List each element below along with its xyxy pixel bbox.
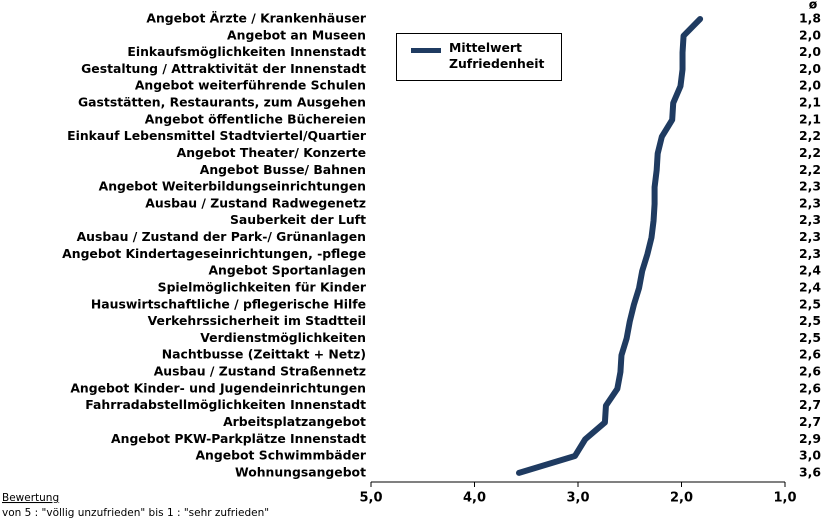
x-tick-label: 1,0 [773,491,796,506]
category-label: Wohnungsangebot [235,464,366,479]
category-label: Angebot PKW-Parkplätze Innenstadt [111,431,366,446]
value-label: 2,1 [799,111,821,126]
category-label: Sauberkeit der Luft [230,212,366,227]
value-label: 2,0 [799,44,821,59]
value-label: 2,2 [799,162,821,177]
category-label: Angebot Kinder- und Jugendeinrichtungen [70,380,366,395]
category-label: Arbeitsplatzangebot [223,414,366,429]
value-column-header: ø [809,0,818,12]
value-label: 3,6 [799,464,821,479]
category-label: Ausbau / Zustand Straßennetz [154,364,366,379]
category-label: Spielmöglichkeiten für Kinder [158,279,367,294]
category-label: Verdienstmöglichkeiten [200,330,366,345]
value-label: 2,1 [799,95,821,110]
category-label: Ausbau / Zustand der Park-/ Grünanlagen [77,229,366,244]
category-label: Angebot Schwimmbäder [195,448,366,463]
legend: Mittelwert Zufriedenheit [396,33,562,81]
value-label: 2,5 [799,330,821,345]
value-label: 2,3 [799,195,821,210]
value-label: 2,0 [799,27,821,42]
x-tick-label: 3,0 [566,491,589,506]
value-label: 2,2 [799,145,821,160]
x-tick-label: 5,0 [359,491,382,506]
value-label: 2,3 [799,246,821,261]
category-label: Einkauf Lebensmittel Stadtviertel/Quarti… [67,128,367,143]
value-label: 2,4 [799,279,821,294]
value-label: 2,6 [799,380,821,395]
category-label: Angebot an Museen [227,27,366,42]
category-label: Angebot weiterführende Schulen [135,78,366,93]
value-label: 2,3 [799,229,821,244]
category-label: Gestaltung / Attraktivität der Innenstad… [81,61,366,76]
category-label: Angebot Kindertageseinrichtungen, -pfleg… [62,246,366,261]
category-label: Angebot öffentliche Büchereien [145,111,366,126]
category-label: Hauswirtschaftliche / pflegerische Hilfe [91,296,366,311]
value-label: 2,7 [799,414,821,429]
value-label: 2,9 [799,431,821,446]
category-label: Angebot Theater/ Konzerte [177,145,366,160]
value-label: 2,0 [799,61,821,76]
x-tick-label: 2,0 [670,491,693,506]
category-label: Verkehrssicherheit im Stadtteil [148,313,366,328]
category-label: Angebot Busse/ Bahnen [200,162,366,177]
x-tick-label: 4,0 [463,491,486,506]
category-label: Angebot Ärzte / Krankenhäuser [146,11,367,26]
footnote: von 5 : "völlig unzufrieden" bis 1 : "se… [2,507,269,519]
category-label: Fahrradabstellmöglichkeiten Innenstadt [85,397,366,412]
category-label: Einkaufsmöglichkeiten Innenstadt [127,44,366,59]
value-label: 2,7 [799,397,821,412]
value-label: 2,0 [799,78,821,93]
category-label: Angebot Weiterbildungseinrichtungen [99,179,366,194]
category-label: Angebot Sportanlagen [208,263,366,278]
value-label: 2,5 [799,313,821,328]
value-label: 2,6 [799,364,821,379]
value-label: 2,4 [799,263,821,278]
legend-label: Mittelwert Zufriedenheit [449,40,545,71]
category-label: Ausbau / Zustand Radwegenetz [145,195,366,210]
value-label: 2,3 [799,179,821,194]
value-label: 1,8 [799,11,821,26]
value-label: 2,3 [799,212,821,227]
value-label: 2,5 [799,296,821,311]
legend-swatch [411,48,441,53]
value-label: 2,6 [799,347,821,362]
category-label: Nachtbusse (Zeittakt + Netz) [162,347,366,362]
line [516,16,704,476]
value-label: 3,0 [799,448,821,463]
value-label: 2,2 [799,128,821,143]
footnote-title: Bewertung [2,492,59,504]
category-label: Gaststätten, Restaurants, zum Ausgehen [78,95,366,110]
